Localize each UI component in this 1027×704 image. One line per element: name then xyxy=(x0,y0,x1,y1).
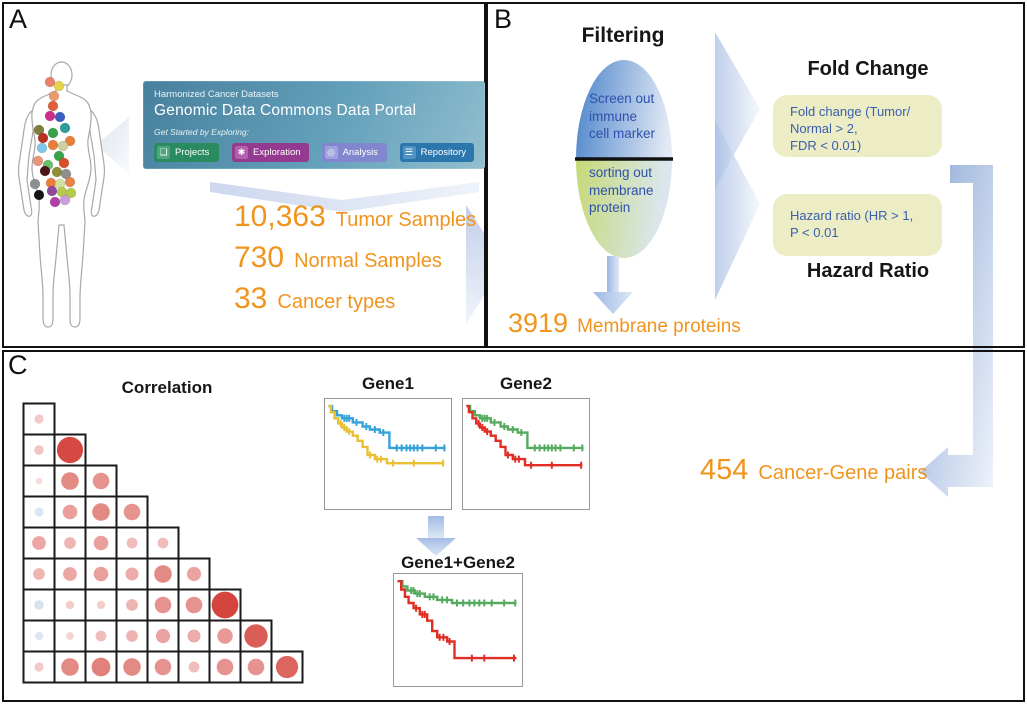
arrow-portal-to-body xyxy=(96,117,129,174)
panel-a-label: A xyxy=(9,4,28,34)
stat-value: 33 xyxy=(234,282,268,315)
portal-buttons: ❏ Projects ✱ Exploration ◎ Analysis ☰ Repositor… xyxy=(154,143,475,162)
gene2-title: Gene2 xyxy=(500,374,552,393)
projects-icon: ❏ xyxy=(157,146,170,159)
combined-survival-plot xyxy=(393,573,523,687)
portal-button-projects: ❏ Projects xyxy=(154,143,220,162)
exploration-icon: ✱ xyxy=(235,146,249,159)
portal-button-exploration: ✱ Exploration xyxy=(232,143,309,162)
filtering-funnel xyxy=(575,60,673,258)
portal-button-label: Projects xyxy=(175,147,210,158)
stat-value: 730 xyxy=(234,241,285,274)
panel-b-label: B xyxy=(494,4,513,34)
stat-label: Tumor Samples xyxy=(335,209,477,231)
gene1-title: Gene1 xyxy=(362,374,414,393)
correlation-title: Correlation xyxy=(121,378,213,397)
panel-c: C Correlation Gene1 Gene2 Gene1+Gene2 45… xyxy=(2,350,1025,702)
membrane-protein-label: Membrane proteins xyxy=(577,316,741,337)
pairs-label: Cancer-Gene pairs xyxy=(758,462,928,484)
gene1-survival-plot xyxy=(324,398,452,510)
correlation-bubble-matrix xyxy=(22,402,304,684)
gdc-portal-card: Harmonized Cancer Datasets Genomic Data … xyxy=(143,81,485,169)
portal-kicker: Harmonized Cancer Datasets xyxy=(154,89,279,100)
body-torso-legs xyxy=(31,84,92,328)
repository-icon: ☰ xyxy=(402,146,416,159)
fold-change-title: Fold Change xyxy=(807,58,929,80)
hazard-ratio-title: Hazard Ratio xyxy=(806,260,930,282)
portal-button-label: Analysis xyxy=(342,147,378,158)
panel-a-flow-arrows xyxy=(96,117,484,324)
portal-button-repository: ☰ Repository xyxy=(399,143,475,162)
membrane-protein-count: 3919 xyxy=(508,308,569,338)
hazard-ratio-box: Hazard ratio (HR > 1, P < 0.01 xyxy=(773,194,942,256)
panel-b-flow-arrows xyxy=(593,32,760,314)
stat-label: Normal Samples xyxy=(294,250,442,272)
cancer-type-dots xyxy=(29,76,77,208)
stat-value: 10,363 xyxy=(234,200,326,233)
arrow-funnel-to-proteins xyxy=(593,256,633,314)
fold-change-box: Fold change (Tumor/ Normal > 2, FDR < 0.… xyxy=(773,95,942,157)
body-left-arm xyxy=(17,108,34,217)
membrane-protein-result: 3919 Membrane proteins xyxy=(508,308,741,339)
panel-b: B Filtering Screen out immune cell marke… xyxy=(486,2,1025,348)
portal-title: Genomic Data Commons Data Portal xyxy=(154,102,417,119)
funnel-bottom-text: sorting out membrane protein xyxy=(589,165,654,216)
filtering-title: Filtering xyxy=(581,24,665,47)
panel-a: A xyxy=(2,2,486,348)
stat-cancer-types: 33 Cancer types xyxy=(234,282,476,316)
arrow-portal-to-stats xyxy=(210,182,479,212)
portal-button-label: Exploration xyxy=(253,147,301,158)
human-body-figure xyxy=(17,61,106,328)
funnel-top-text: Screen out immune cell marker xyxy=(589,91,656,142)
dataset-stats: 10,363 Tumor Samples 730 Normal Samples … xyxy=(234,200,476,323)
combined-genes-title: Gene1+Gene2 xyxy=(401,553,515,572)
arrow-proteins-to-criteria xyxy=(715,32,760,300)
portal-button-label: Repository xyxy=(420,147,467,158)
panel-c-label: C xyxy=(8,350,28,380)
stat-tumor-samples: 10,363 Tumor Samples xyxy=(234,200,476,234)
stat-normal-samples: 730 Normal Samples xyxy=(234,241,476,275)
portal-button-analysis: ◎ Analysis xyxy=(321,143,387,162)
arrow-stats-to-panel-b xyxy=(466,205,484,324)
stat-label: Cancer types xyxy=(277,291,396,313)
analysis-icon: ◎ xyxy=(324,146,338,159)
gene2-survival-plot xyxy=(462,398,590,510)
arrow-genes-to-combined xyxy=(416,516,456,556)
pairs-count: 454 xyxy=(700,454,749,486)
cancer-gene-pairs-result: 454 Cancer-Gene pairs xyxy=(700,454,927,487)
body-right-arm xyxy=(89,108,106,217)
portal-subtitle: Get Started by Exploring: xyxy=(154,127,249,137)
